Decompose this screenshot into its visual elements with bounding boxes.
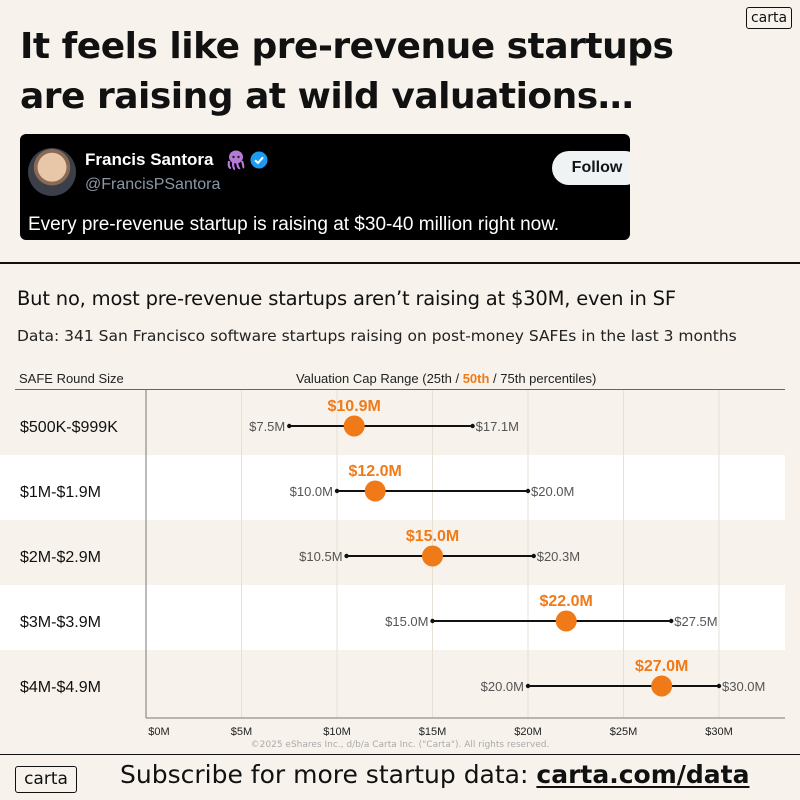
p75-label: $20.0M bbox=[531, 484, 574, 499]
footer-cta: Subscribe for more startup data: carta.c… bbox=[120, 760, 749, 789]
median-label: $27.0M bbox=[635, 658, 688, 675]
header-range-highlight: 50th bbox=[462, 371, 490, 386]
row-band bbox=[0, 585, 785, 650]
valuation-range-chart: $0M $5M $10M $15M $20M $25M $30M $500K-$999K $7.… bbox=[0, 390, 785, 738]
octopus-icon bbox=[225, 149, 247, 171]
tweet-text: Every pre-revenue startup is raising at … bbox=[28, 214, 560, 235]
section-title: But no, most pre-revenue startups aren’t… bbox=[17, 287, 676, 310]
header-rule bbox=[15, 389, 785, 390]
row-band bbox=[0, 455, 785, 520]
category-label: $4M-$4.9M bbox=[20, 679, 101, 696]
p75-endpoint bbox=[531, 553, 536, 559]
p25-label: $15.0M bbox=[385, 614, 428, 629]
tweet-author-name[interactable]: Francis Santora bbox=[85, 150, 214, 169]
verified-badge-icon bbox=[250, 151, 268, 174]
avatar[interactable] bbox=[28, 148, 76, 196]
copyright-notice: ©2025 eShares Inc., d/b/a Carta Inc. ("C… bbox=[250, 740, 550, 750]
p75-label: $27.5M bbox=[674, 614, 717, 629]
page-headline: It feels like pre-revenue startups are r… bbox=[20, 26, 674, 117]
footer-text: Subscribe for more startup data: bbox=[120, 760, 537, 789]
carta-logo[interactable]: carta bbox=[746, 7, 792, 29]
column-header-round-size: SAFE Round Size bbox=[19, 371, 124, 386]
p25-label: $10.5M bbox=[299, 549, 342, 564]
x-tick-label: $0M bbox=[148, 726, 169, 738]
median-dot bbox=[651, 675, 673, 697]
p75-label: $17.1M bbox=[476, 419, 519, 434]
p25-label: $20.0M bbox=[481, 679, 524, 694]
p75-endpoint bbox=[669, 618, 674, 624]
follow-button[interactable]: Follow bbox=[552, 151, 630, 185]
median-dot bbox=[555, 610, 577, 632]
median-label: $10.9M bbox=[328, 398, 381, 415]
header-range-prefix: Valuation Cap Range (25th / bbox=[296, 371, 463, 386]
median-label: $12.0M bbox=[349, 463, 402, 480]
p75-endpoint bbox=[525, 488, 531, 494]
data-note: Data: 341 San Francisco software startup… bbox=[17, 327, 737, 345]
p75-label: $20.3M bbox=[537, 549, 580, 564]
median-label: $22.0M bbox=[540, 593, 593, 610]
p25-endpoint bbox=[344, 553, 349, 559]
p25-endpoint bbox=[430, 618, 435, 624]
category-label: $2M-$2.9M bbox=[20, 549, 101, 566]
category-label: $500K-$999K bbox=[20, 419, 118, 436]
p25-endpoint bbox=[287, 423, 292, 429]
category-label: $1M-$1.9M bbox=[20, 484, 101, 501]
p75-label: $30.0M bbox=[722, 679, 765, 694]
p25-label: $10.0M bbox=[290, 484, 333, 499]
p75-endpoint bbox=[470, 423, 475, 429]
x-tick-label: $10M bbox=[323, 726, 351, 738]
x-tick-label: $20M bbox=[514, 726, 542, 738]
median-dot bbox=[422, 545, 443, 567]
p25-endpoint bbox=[334, 488, 340, 494]
p25-endpoint bbox=[525, 683, 531, 689]
median-dot bbox=[343, 415, 365, 437]
p75-endpoint bbox=[716, 683, 722, 689]
tweet-card[interactable]: Francis Santora @FrancisPSantora Follow … bbox=[20, 134, 630, 240]
footer-rule bbox=[0, 754, 800, 755]
median-label: $15.0M bbox=[406, 528, 459, 545]
x-tick-label: $5M bbox=[231, 726, 252, 738]
carta-logo-footer[interactable]: carta bbox=[15, 766, 77, 793]
tweet-author-handle[interactable]: @FrancisPSantora bbox=[85, 176, 221, 193]
p25-label: $7.5M bbox=[249, 419, 285, 434]
x-tick-label: $25M bbox=[610, 726, 638, 738]
header-range-suffix: / 75th percentiles) bbox=[489, 371, 597, 386]
median-dot bbox=[364, 480, 386, 502]
x-tick-label: $15M bbox=[419, 726, 447, 738]
category-label: $3M-$3.9M bbox=[20, 614, 101, 631]
footer-link[interactable]: carta.com/data bbox=[536, 760, 750, 789]
column-header-valuation-range: Valuation Cap Range (25th / 50th / 75th … bbox=[296, 371, 596, 386]
section-divider bbox=[0, 262, 800, 264]
x-tick-label: $30M bbox=[705, 726, 733, 738]
